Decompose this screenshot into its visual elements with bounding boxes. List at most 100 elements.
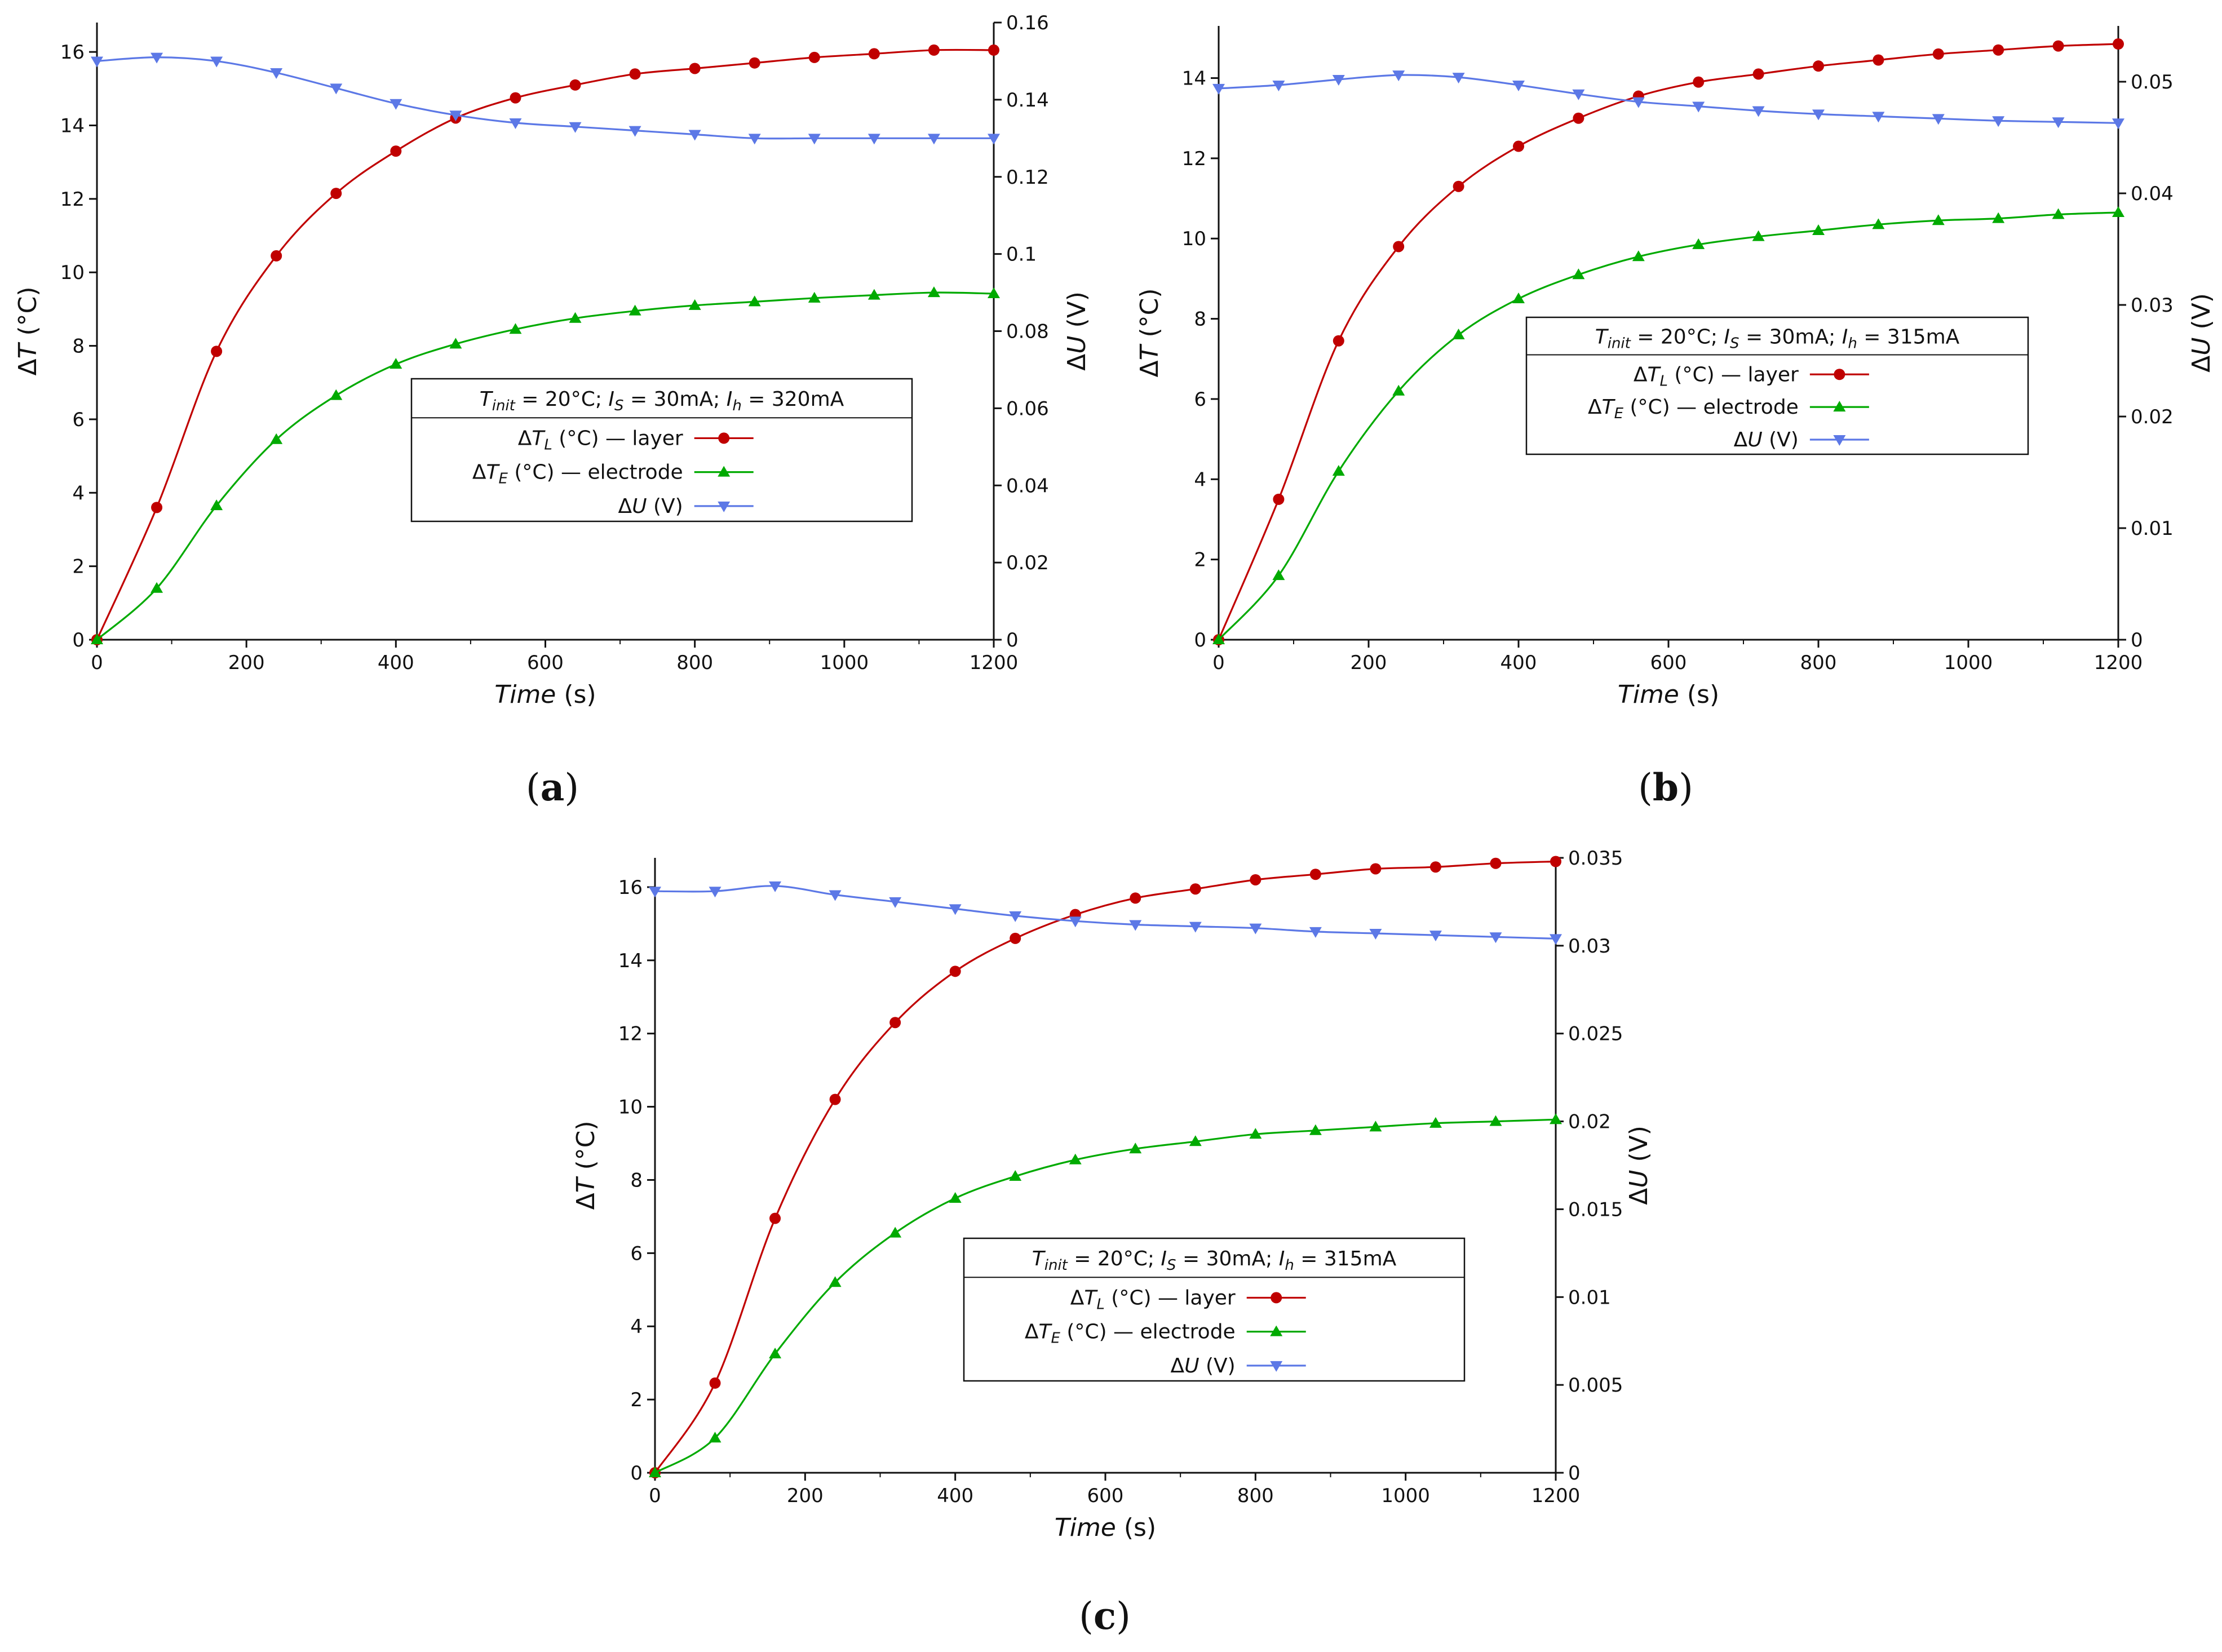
x-tick-label: 1000 [1381,1485,1430,1507]
data-point [1189,883,1201,895]
data-point [1273,493,1285,505]
chart-caption: (a) [526,765,579,809]
chart-caption: (b) [1638,765,1693,809]
y-right-tick-label: 0 [1568,1462,1581,1485]
data-point [709,887,722,898]
data-point [2052,117,2065,129]
legend-entry-label: ΔTE (°C) — electrode [1025,1321,1236,1347]
data-point [1429,1117,1442,1128]
data-point [1249,1128,1262,1139]
data-point [449,338,462,349]
legend-key-marker [1270,1361,1283,1372]
data-point [829,1276,842,1287]
x-tick-label: 200 [787,1485,824,1507]
data-point [769,1347,782,1358]
data-point [509,118,522,129]
series-line [96,48,994,640]
legend-entry-label: ΔU (V) [1734,428,1799,451]
y-right-tick-label: 0.02 [1568,1111,1611,1133]
data-point [769,881,782,892]
y-left-tick-label: 4 [630,1316,643,1338]
data-point [808,51,820,63]
legend-key-marker [1834,369,1845,380]
y-left-axis-label: ΔT (°C) [14,286,42,375]
y-left-tick-label: 10 [60,262,85,284]
data-point [1513,140,1524,152]
data-point [1129,1142,1142,1154]
y-left-tick-label: 0 [1194,629,1206,652]
y-left-tick-label: 14 [618,950,643,972]
data-point [927,134,940,145]
legend-title: Tinit = 20°C; IS = 30mA; Ih = 320mA [480,388,844,414]
y-left-axis-label: ΔT (°C) [572,1120,600,1210]
data-point [988,287,1000,299]
data-point [1429,931,1442,942]
legend-entry-label: ΔTL (°C) — layer [518,427,683,453]
data-point [91,634,103,644]
y-right-tick-label: 0.005 [1568,1374,1623,1397]
data-point [1632,97,1645,108]
series-line [96,56,994,140]
data-point [1872,218,1885,229]
data-point [1189,922,1202,933]
legend-entry-label: ΔTE (°C) — electrode [1588,396,1799,422]
y-left-tick-label: 6 [72,409,85,431]
legend-key-marker [1271,1292,1282,1304]
data-point [867,289,880,300]
legend-entry-label: ΔTL (°C) — layer [1070,1286,1236,1313]
data-point [1130,892,1141,904]
y-right-axis-label: ΔU (V) [1063,291,1091,371]
data-point [949,965,961,977]
data-point [1272,569,1285,581]
y-right-tick-label: 0.1 [1006,243,1037,266]
x-tick-label: 800 [1237,1485,1274,1507]
data-point [2052,40,2064,52]
y-right-tick-label: 0.05 [2131,71,2174,94]
legend-entry-label: ΔTE (°C) — electrode [472,461,683,488]
x-tick-label: 0 [91,652,103,674]
data-point [2112,206,2124,217]
y-right-axis-label: ΔU (V) [1625,1126,1653,1205]
data-point [390,145,402,157]
data-point [1632,250,1645,262]
data-point [1692,238,1705,249]
series-line [96,291,994,641]
data-point [927,286,940,298]
x-tick-label: 600 [527,652,564,674]
legend-box [1525,316,2029,455]
legend-title: Tinit = 20°C; IS = 30mA; Ih = 315mA [1032,1247,1397,1274]
y-right-tick-label: 0.06 [1006,397,1049,420]
y-right-tick-label: 0 [2131,629,2143,652]
data-point [649,1467,661,1477]
data-point [688,130,701,141]
y-right-tick-label: 0.14 [1006,89,1049,112]
x-tick-label: 800 [676,652,713,674]
legend-box [963,1237,1466,1382]
data-point [1009,911,1022,922]
data-point [1212,83,1225,95]
data-point [330,188,342,200]
data-point [889,1017,901,1029]
legend: Tinit = 20°C; IS = 30mA; Ih = 315mA ΔTL (… [963,1237,1466,1382]
y-left-tick-label: 10 [1182,228,1206,250]
data-point [389,99,402,110]
data-point [1489,1115,1502,1126]
data-point [1992,212,2005,223]
data-point [210,56,223,68]
y-left-tick-label: 8 [1194,308,1206,331]
data-point [1212,634,1225,644]
data-point [867,134,880,145]
data-point [1309,927,1322,938]
data-point [1813,60,1824,72]
data-point [569,122,582,133]
legend-key-marker [1833,401,1846,412]
y-right-tick-label: 0.03 [1568,935,1611,958]
legend-title: Tinit = 20°C; IS = 30mA; Ih = 315mA [1595,325,1960,352]
data-point [1370,863,1382,875]
data-point [271,250,282,262]
data-point [1550,934,1562,945]
y-left-tick-label: 4 [72,482,85,504]
series-electrode [1212,206,2124,644]
